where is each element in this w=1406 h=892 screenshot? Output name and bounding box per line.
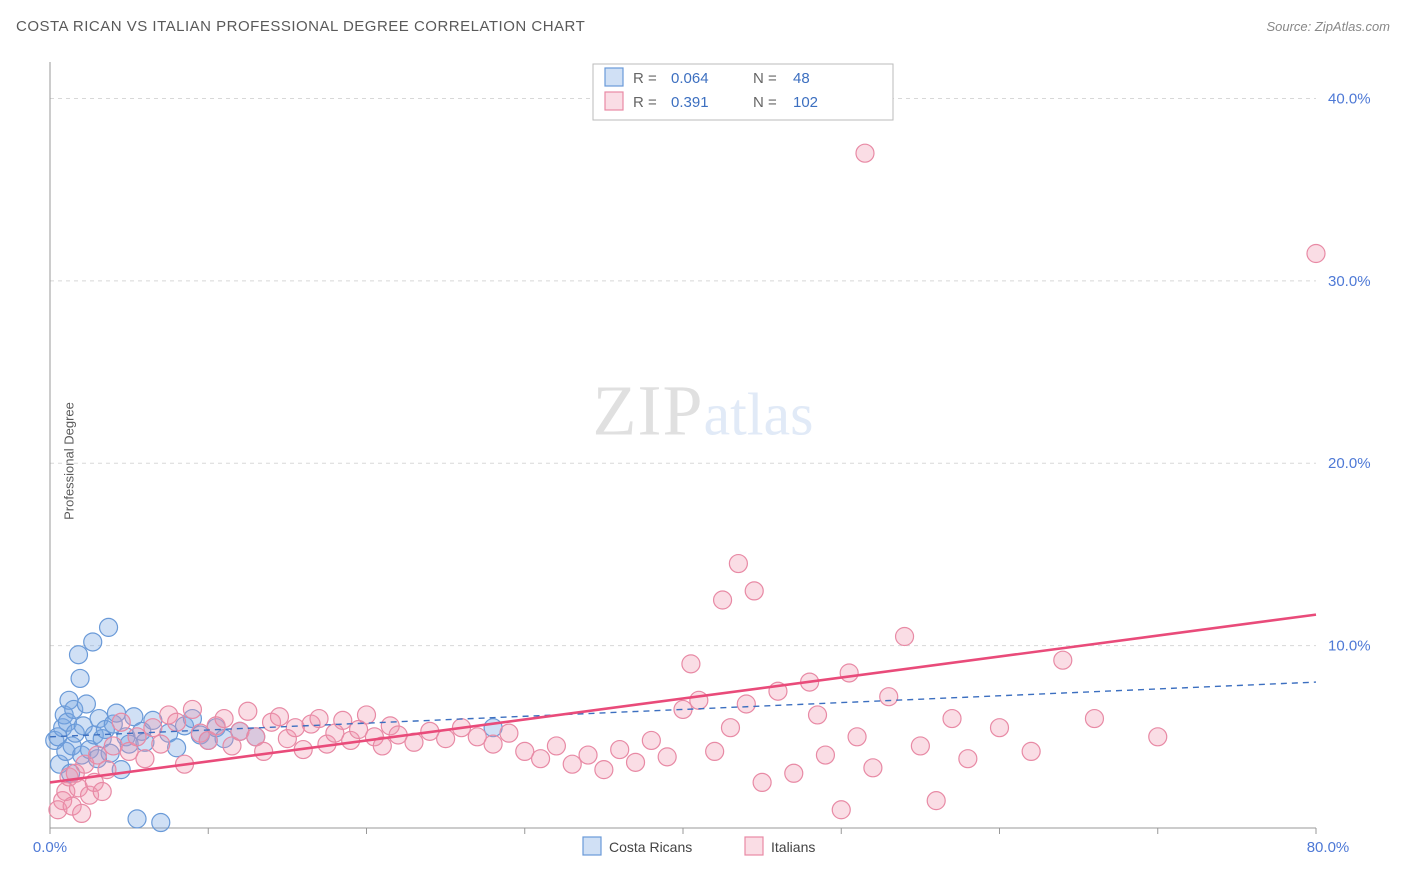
data-point: [84, 633, 102, 651]
data-point: [547, 737, 565, 755]
x-tick-label-left: 0.0%: [33, 839, 67, 856]
legend-n-value: 102: [793, 94, 818, 111]
data-point: [848, 728, 866, 746]
legend-series-label: Costa Ricans: [609, 839, 692, 855]
data-point: [991, 719, 1009, 737]
data-point: [785, 764, 803, 782]
data-point: [642, 731, 660, 749]
data-point: [168, 713, 186, 731]
legend-r-label: R =: [633, 70, 657, 87]
data-point: [714, 591, 732, 609]
chart-area: Professional Degree ZIPatlas 10.0%20.0%3…: [16, 46, 1390, 876]
x-tick-label-right: 80.0%: [1307, 839, 1350, 856]
data-point: [880, 688, 898, 706]
legend-series-swatch: [745, 837, 763, 855]
data-point: [69, 646, 87, 664]
chart-source: Source: ZipAtlas.com: [1266, 19, 1390, 34]
data-point: [563, 755, 581, 773]
data-point: [729, 555, 747, 573]
legend-series-label: Italians: [771, 839, 815, 855]
data-point: [112, 713, 130, 731]
data-point: [71, 669, 89, 687]
data-point: [484, 735, 502, 753]
data-point: [856, 144, 874, 162]
legend-r-value: 0.391: [671, 94, 709, 111]
chart-title: COSTA RICAN VS ITALIAN PROFESSIONAL DEGR…: [16, 18, 585, 35]
data-point: [1022, 742, 1040, 760]
data-point: [595, 761, 613, 779]
data-point: [168, 739, 186, 757]
data-point: [611, 741, 629, 759]
data-point: [745, 582, 763, 600]
data-point: [152, 735, 170, 753]
data-point: [215, 710, 233, 728]
data-point: [809, 706, 827, 724]
data-point: [1149, 728, 1167, 746]
legend-swatch: [605, 92, 623, 110]
data-point: [1054, 651, 1072, 669]
data-point: [152, 814, 170, 832]
y-tick-label: 20.0%: [1328, 455, 1371, 472]
y-tick-label: 10.0%: [1328, 638, 1371, 655]
data-point: [816, 746, 834, 764]
data-point: [840, 664, 858, 682]
data-point: [532, 750, 550, 768]
legend-r-label: R =: [633, 94, 657, 111]
data-point: [721, 719, 739, 737]
data-point: [737, 695, 755, 713]
y-tick-label: 40.0%: [1328, 90, 1371, 107]
data-point: [128, 810, 146, 828]
data-point: [437, 730, 455, 748]
data-point: [943, 710, 961, 728]
data-point: [959, 750, 977, 768]
data-point: [93, 783, 111, 801]
data-point: [183, 700, 201, 718]
data-point: [864, 759, 882, 777]
data-point: [927, 792, 945, 810]
data-point: [832, 801, 850, 819]
y-tick-label: 30.0%: [1328, 273, 1371, 290]
data-point: [270, 708, 288, 726]
trend-line: [50, 615, 1316, 783]
data-point: [239, 702, 257, 720]
data-point: [77, 695, 95, 713]
data-point: [1085, 710, 1103, 728]
legend-n-value: 48: [793, 70, 810, 87]
scatter-plot-svg: 10.0% 20.0% 30.0% 40.0% 0.0% 80.0% R = 0.064 N =…: [16, 46, 1390, 876]
legend-swatch: [605, 68, 623, 86]
data-point: [658, 748, 676, 766]
legend-n-label: N =: [753, 70, 777, 87]
data-point: [136, 750, 154, 768]
data-point: [682, 655, 700, 673]
data-point: [579, 746, 597, 764]
data-point: [911, 737, 929, 755]
data-point: [128, 728, 146, 746]
data-point: [706, 742, 724, 760]
legend-r-value: 0.064: [671, 70, 709, 87]
data-point: [627, 753, 645, 771]
data-point: [896, 628, 914, 646]
data-point: [73, 804, 91, 822]
data-point: [144, 719, 162, 737]
data-point: [286, 719, 304, 737]
data-point: [690, 691, 708, 709]
legend-series-swatch: [583, 837, 601, 855]
data-point: [255, 742, 273, 760]
data-point: [100, 618, 118, 636]
data-point: [1307, 245, 1325, 263]
data-point: [334, 711, 352, 729]
data-point: [500, 724, 518, 742]
data-point: [753, 773, 771, 791]
legend-n-label: N =: [753, 94, 777, 111]
data-point: [358, 706, 376, 724]
